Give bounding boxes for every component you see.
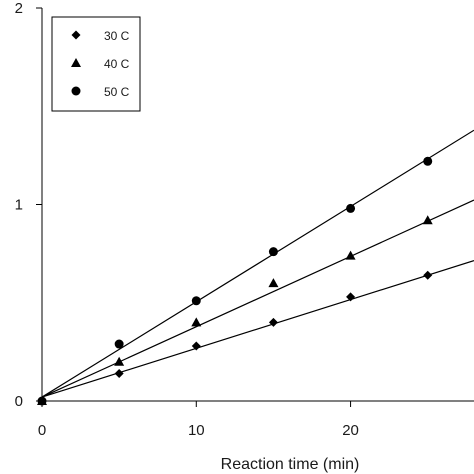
x-tick-label: 20 — [342, 422, 359, 439]
data-point-diamond — [423, 270, 433, 280]
legend: 30 C 40 C 50 C — [51, 16, 141, 112]
data-point-triangle — [345, 250, 356, 260]
fit-line-triangle — [41, 199, 474, 398]
x-axis-title: Reaction time (min) — [221, 456, 360, 473]
legend-box — [51, 16, 141, 112]
data-point-triangle — [422, 215, 433, 225]
x-tick-label: 10 — [188, 422, 205, 439]
legend-label: 50 C — [104, 85, 130, 99]
data-point-circle — [423, 156, 433, 166]
fit-line-diamond — [41, 260, 474, 398]
data-point-circle — [346, 203, 356, 213]
axis-ticks: 0 10 20 0 1 2 — [15, 0, 359, 439]
data-point-diamond — [346, 292, 356, 302]
data-point-circle — [114, 339, 124, 349]
data-point-triangle — [268, 278, 279, 288]
data-markers — [37, 156, 433, 406]
legend-label: 30 C — [104, 29, 130, 43]
data-point-triangle — [114, 356, 125, 366]
data-point-circle — [268, 247, 278, 257]
data-point-triangle — [191, 317, 202, 327]
fit-lines — [41, 129, 474, 398]
x-tick-label: 0 — [38, 422, 46, 439]
data-point-diamond — [114, 368, 124, 378]
data-point-circle — [191, 296, 201, 306]
data-point-diamond — [191, 341, 201, 351]
data-point-diamond — [268, 317, 278, 327]
y-tick-label: 1 — [15, 197, 23, 214]
legend-marker-diamond — [71, 30, 81, 40]
legend-marker-triangle — [71, 58, 81, 67]
legend-label: 40 C — [104, 57, 130, 71]
legend-marker-circle — [71, 86, 81, 96]
fit-line-circle — [41, 129, 474, 398]
y-tick-label: 0 — [15, 393, 23, 410]
y-tick-label: 2 — [15, 0, 23, 17]
